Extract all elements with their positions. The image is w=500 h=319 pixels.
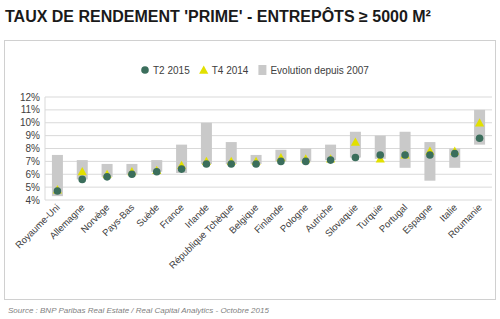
plot-area [52, 110, 485, 196]
grid-line [45, 109, 492, 110]
range-bar [424, 142, 435, 181]
range-bar [350, 132, 361, 158]
circle-marker [376, 151, 384, 159]
y-tick-label: 9% [26, 130, 41, 141]
circle-marker [203, 160, 211, 168]
legend-label: T4 2014 [212, 65, 249, 76]
title: TAUX DE RENDEMENT 'PRIME' - ENTREPÔTS ≥ … [5, 7, 431, 25]
grid-line [45, 187, 492, 188]
circle-marker [352, 154, 360, 162]
range-bar [375, 136, 386, 159]
circle-marker [178, 165, 186, 173]
triangle-marker [475, 118, 484, 126]
range-bar [449, 149, 460, 168]
range-bar [400, 132, 411, 168]
x-tick-label: Espagne [400, 202, 434, 236]
y-tick-label: 6% [26, 169, 41, 180]
range-bar [176, 145, 187, 173]
circle-marker [327, 156, 335, 164]
range-bar [52, 155, 63, 196]
circle-marker [103, 173, 111, 181]
circle-marker [54, 187, 62, 195]
grid-line [45, 135, 492, 136]
x-tick-label: Roumanie [446, 202, 484, 240]
grid-line [45, 122, 492, 123]
circle-marker [302, 158, 310, 166]
grid-line [45, 97, 492, 98]
triangle-marker [351, 137, 360, 145]
y-axis-line [45, 97, 46, 200]
circle-marker [78, 176, 86, 184]
x-tick-label: Suède [134, 202, 161, 229]
y-tick-label: 5% [26, 182, 41, 193]
legend-swatch [141, 66, 149, 74]
legend-label: T2 2015 [153, 65, 190, 76]
chart-frame [5, 41, 496, 300]
circle-marker [277, 158, 285, 166]
chart: TAUX DE RENDEMENT 'PRIME' - ENTREPÔTS ≥ … [0, 0, 500, 319]
circle-marker [476, 134, 484, 142]
legend-swatch [199, 65, 208, 73]
circle-marker [451, 150, 459, 158]
source: Source : BNP Paribas Real Estate / Real … [8, 306, 269, 315]
y-tick-label: 8% [26, 143, 41, 154]
x-tick-label: Slovaquie [323, 202, 360, 239]
y-tick-label: 4% [26, 195, 41, 206]
x-tick-label: République Tchèque [167, 202, 236, 271]
y-tick-label: 7% [26, 156, 41, 167]
circle-marker [128, 170, 136, 178]
legend: T2 2015 T4 2014 Evolution depuis 2007 [141, 65, 369, 76]
x-tick-label: France [157, 202, 186, 231]
circle-marker [401, 151, 409, 159]
circle-marker [426, 151, 434, 159]
range-bar [474, 110, 485, 145]
y-tick-label: 12% [20, 92, 40, 103]
circle-marker [153, 168, 161, 176]
x-tick-label: Allemagne [47, 202, 87, 242]
y-tick-label: 10% [20, 117, 40, 128]
x-tick-label: Pays-Bas [100, 201, 137, 238]
y-tick-label: 11% [21, 104, 40, 115]
grid-line [45, 200, 492, 201]
circle-marker [252, 160, 260, 168]
legend-swatch [258, 65, 266, 75]
triangle-marker [78, 167, 87, 175]
legend-label: Evolution depuis 2007 [270, 65, 369, 76]
x-tick-label: Italie [437, 202, 459, 224]
circle-marker [227, 160, 235, 168]
triangle-marker [400, 150, 409, 158]
